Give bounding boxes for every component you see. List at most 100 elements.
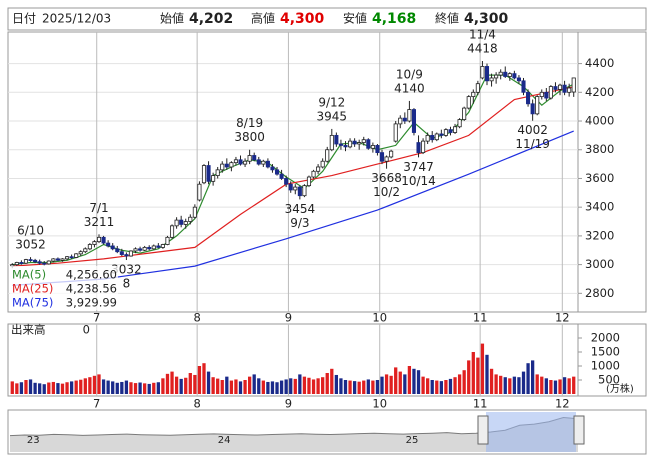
navigator-window[interactable] <box>477 412 585 452</box>
candle-body <box>557 84 563 90</box>
candle-body <box>215 169 220 176</box>
y-tick-label: 4000 <box>585 114 614 128</box>
candle-body <box>165 236 170 245</box>
candle-body <box>521 80 526 93</box>
volume-bar <box>549 380 553 394</box>
candle-body <box>535 96 540 115</box>
volume-bar <box>503 377 507 394</box>
volume-bar <box>476 357 480 394</box>
candle-body <box>311 170 316 178</box>
volume-bar <box>540 376 544 394</box>
y-tick-label: 2800 <box>585 286 614 300</box>
candle-body <box>211 175 216 182</box>
annotation-value: 3454 <box>285 202 316 216</box>
y-tick-label: 4400 <box>585 56 614 70</box>
navigator-range[interactable] <box>486 412 576 452</box>
price-panel <box>7 31 647 313</box>
navigator-handle-right[interactable] <box>573 415 585 445</box>
volume-bar <box>426 378 430 394</box>
candle-body <box>325 149 330 162</box>
candle-body <box>466 96 471 109</box>
candle-body <box>174 219 179 227</box>
legend-value: 3,929.99 <box>66 296 117 310</box>
candle-body <box>238 159 243 165</box>
x-tick-label: 7 <box>93 311 100 325</box>
candle-body <box>516 77 521 82</box>
volume-bar <box>567 378 571 394</box>
volume-bar <box>202 363 206 394</box>
candle-body <box>110 245 115 250</box>
annotation-value: 3945 <box>317 109 348 123</box>
y-tick-label: 3200 <box>585 228 614 242</box>
navigator-tick-label: 25 <box>406 435 419 446</box>
volume-bar <box>444 380 448 394</box>
candle-body <box>183 221 188 225</box>
candle-body <box>147 246 152 250</box>
annotation-date: 10/9 <box>396 67 423 81</box>
volume-bar <box>51 381 56 394</box>
candle-body <box>370 145 375 149</box>
candle-body <box>439 133 444 136</box>
candle-body <box>10 264 15 267</box>
volume-bar <box>403 374 407 394</box>
volume-bar <box>229 380 234 394</box>
volume-bar <box>407 366 412 394</box>
legend-value: 4,238.56 <box>66 282 117 296</box>
volume-bar <box>384 374 389 394</box>
volume-bar <box>252 374 256 394</box>
x-tick-label: 10 <box>372 397 387 411</box>
volume-bar <box>165 373 170 394</box>
candle-body <box>42 262 47 265</box>
candle-body <box>101 236 106 244</box>
volume-bar <box>371 380 375 394</box>
candle-body <box>142 246 147 251</box>
navigator-handle-left[interactable] <box>477 415 489 445</box>
volume-bar <box>266 381 270 394</box>
candle-body <box>526 91 531 105</box>
candle-body <box>457 119 462 128</box>
volume-bar <box>234 379 238 394</box>
annotation-date: 11/4 <box>469 28 496 42</box>
candle-body <box>430 134 435 141</box>
candle-body <box>407 109 412 122</box>
volume-bar <box>366 379 370 394</box>
candle-body <box>14 262 19 266</box>
y-tick-label: 3000 <box>585 257 614 271</box>
volume-bar <box>343 380 348 394</box>
candle-body <box>393 123 398 142</box>
volume-bar <box>330 368 334 394</box>
volume-bar <box>143 383 147 394</box>
y-tick-label: 2000 <box>591 331 620 345</box>
candle-body <box>115 248 120 253</box>
volume-bar <box>188 373 192 394</box>
annotation-date: 10/2 <box>373 185 400 199</box>
candle-body <box>567 87 572 93</box>
candle-body <box>252 155 257 161</box>
candle-body <box>338 143 343 146</box>
volume-bar <box>133 383 138 394</box>
date-label: 日付 <box>12 12 36 26</box>
x-tick-label: 8 <box>193 397 200 411</box>
candle-body <box>274 169 280 175</box>
candle-body <box>366 139 371 149</box>
volume-bar <box>97 374 101 394</box>
volume-bar <box>499 375 503 394</box>
annotation-date: 8/19 <box>236 116 263 130</box>
volume-bar <box>174 376 179 394</box>
candle-body <box>192 206 197 218</box>
candle-body <box>128 250 134 257</box>
volume-bar <box>184 377 188 394</box>
volume-bar <box>430 380 434 394</box>
volume-bar <box>485 354 489 394</box>
y-tick-label: 3400 <box>585 200 614 214</box>
candle-body <box>179 219 184 225</box>
volume-bar <box>56 383 60 394</box>
candle-body <box>434 133 439 141</box>
volume-bar <box>10 381 14 394</box>
candle-body <box>389 150 394 158</box>
candle-body <box>138 248 143 251</box>
candle-body <box>503 71 508 77</box>
candle-body <box>480 66 485 79</box>
volume-bar <box>138 382 142 394</box>
